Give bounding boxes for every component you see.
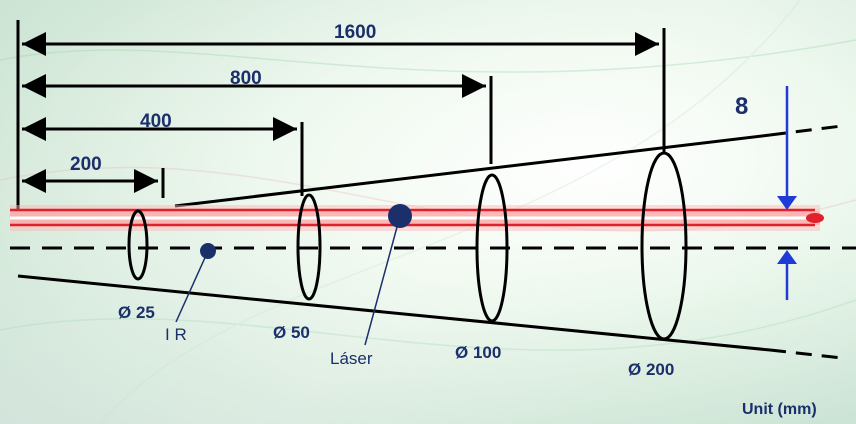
cone-lower-dashed <box>769 348 843 360</box>
laser-label: Láser <box>330 349 373 368</box>
distance-200-label: 200 <box>70 154 102 175</box>
cone-upper-dashed <box>769 124 843 137</box>
spot-ellipse-50 <box>296 193 322 301</box>
spot-ellipse-25 <box>127 209 149 281</box>
ir-label: I R <box>165 325 187 344</box>
laser-leader-line <box>364 215 401 346</box>
offset-label: 8 <box>735 93 748 120</box>
distance-1600-label: 1600 <box>334 22 376 43</box>
spot-ellipse-100 <box>475 173 509 323</box>
dimension-1600: 1600 <box>21 22 666 154</box>
unit-label: Unit (mm) <box>742 401 817 418</box>
dimension-800: 800 <box>21 68 493 164</box>
dimension-400: 400 <box>21 111 304 196</box>
spot-ellipse-200 <box>640 151 688 341</box>
dimension-200: 200 <box>21 154 165 198</box>
diameter-100-label: Ø 100 <box>455 343 501 362</box>
diameter-200-label: Ø 200 <box>628 360 674 379</box>
offset-indicator: 8 <box>735 86 797 300</box>
cone-lower-line <box>17 274 771 352</box>
diameter-25-label: Ø 25 <box>118 303 155 322</box>
distance-800-label: 800 <box>230 68 262 89</box>
distance-400-label: 400 <box>140 111 172 132</box>
ir-leader-line <box>175 250 209 323</box>
cone-upper-line <box>174 133 771 208</box>
diameter-50-label: Ø 50 <box>273 323 310 342</box>
